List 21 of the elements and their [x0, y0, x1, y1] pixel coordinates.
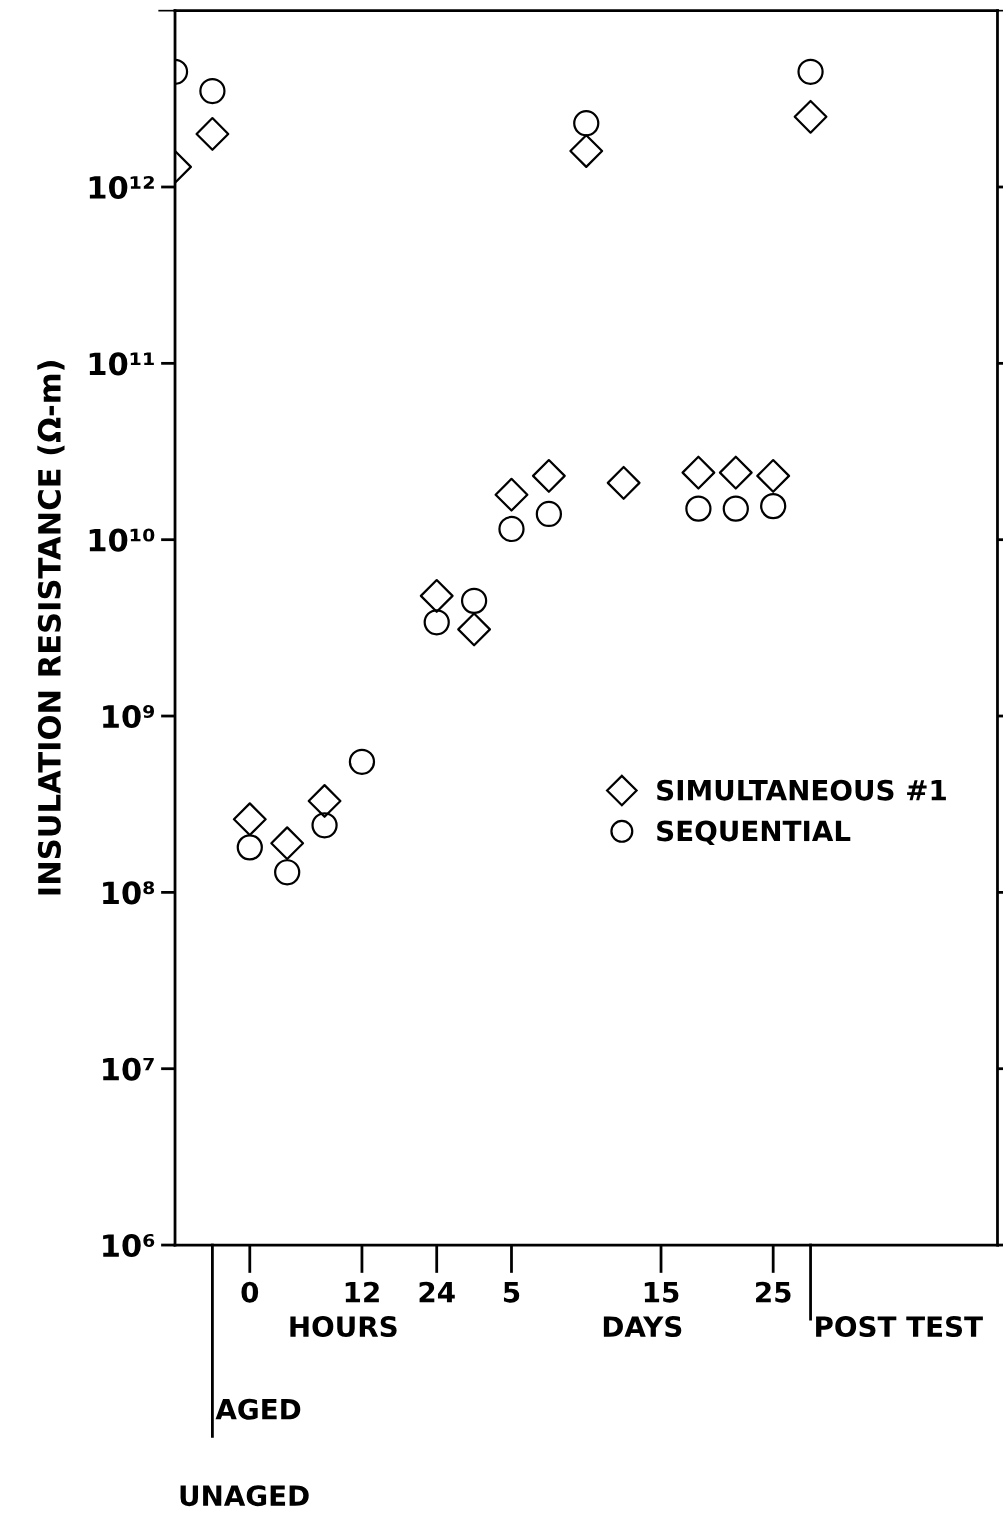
x-tick-label: 5 [503, 1282, 520, 1303]
legend-label: SEQUENTIAL [657, 820, 851, 846]
y-tick-label: 10¹² [89, 175, 154, 200]
x-tick-label: 12 [345, 1281, 379, 1303]
x-tick-label: 0 [241, 1281, 259, 1303]
text: AGED [215, 1398, 301, 1420]
y-tick-label: 10⁷ [103, 1057, 154, 1081]
y-tick-label: 10¹⁰ [89, 528, 155, 552]
y-tick-label: 10⁹ [103, 704, 155, 729]
text: UNAGED [180, 1485, 309, 1507]
y-tick-label: 10⁶ [103, 1233, 155, 1258]
y-tick-label: 10¹¹ [89, 352, 154, 376]
x-tick-label: 24 [419, 1281, 455, 1303]
y-axis-title: INSULATION RESISTANCE (Ω-m) [37, 361, 65, 895]
text: HOURS [290, 1316, 397, 1338]
text: POST TEST [816, 1316, 983, 1338]
legend-label: SIMULTANEOUS #1 [657, 779, 946, 801]
x-tick-label: 15 [644, 1282, 679, 1303]
x-tick-label: 25 [756, 1281, 791, 1303]
text: DAYS [603, 1316, 682, 1338]
y-tick-label: 10⁸ [103, 881, 155, 905]
